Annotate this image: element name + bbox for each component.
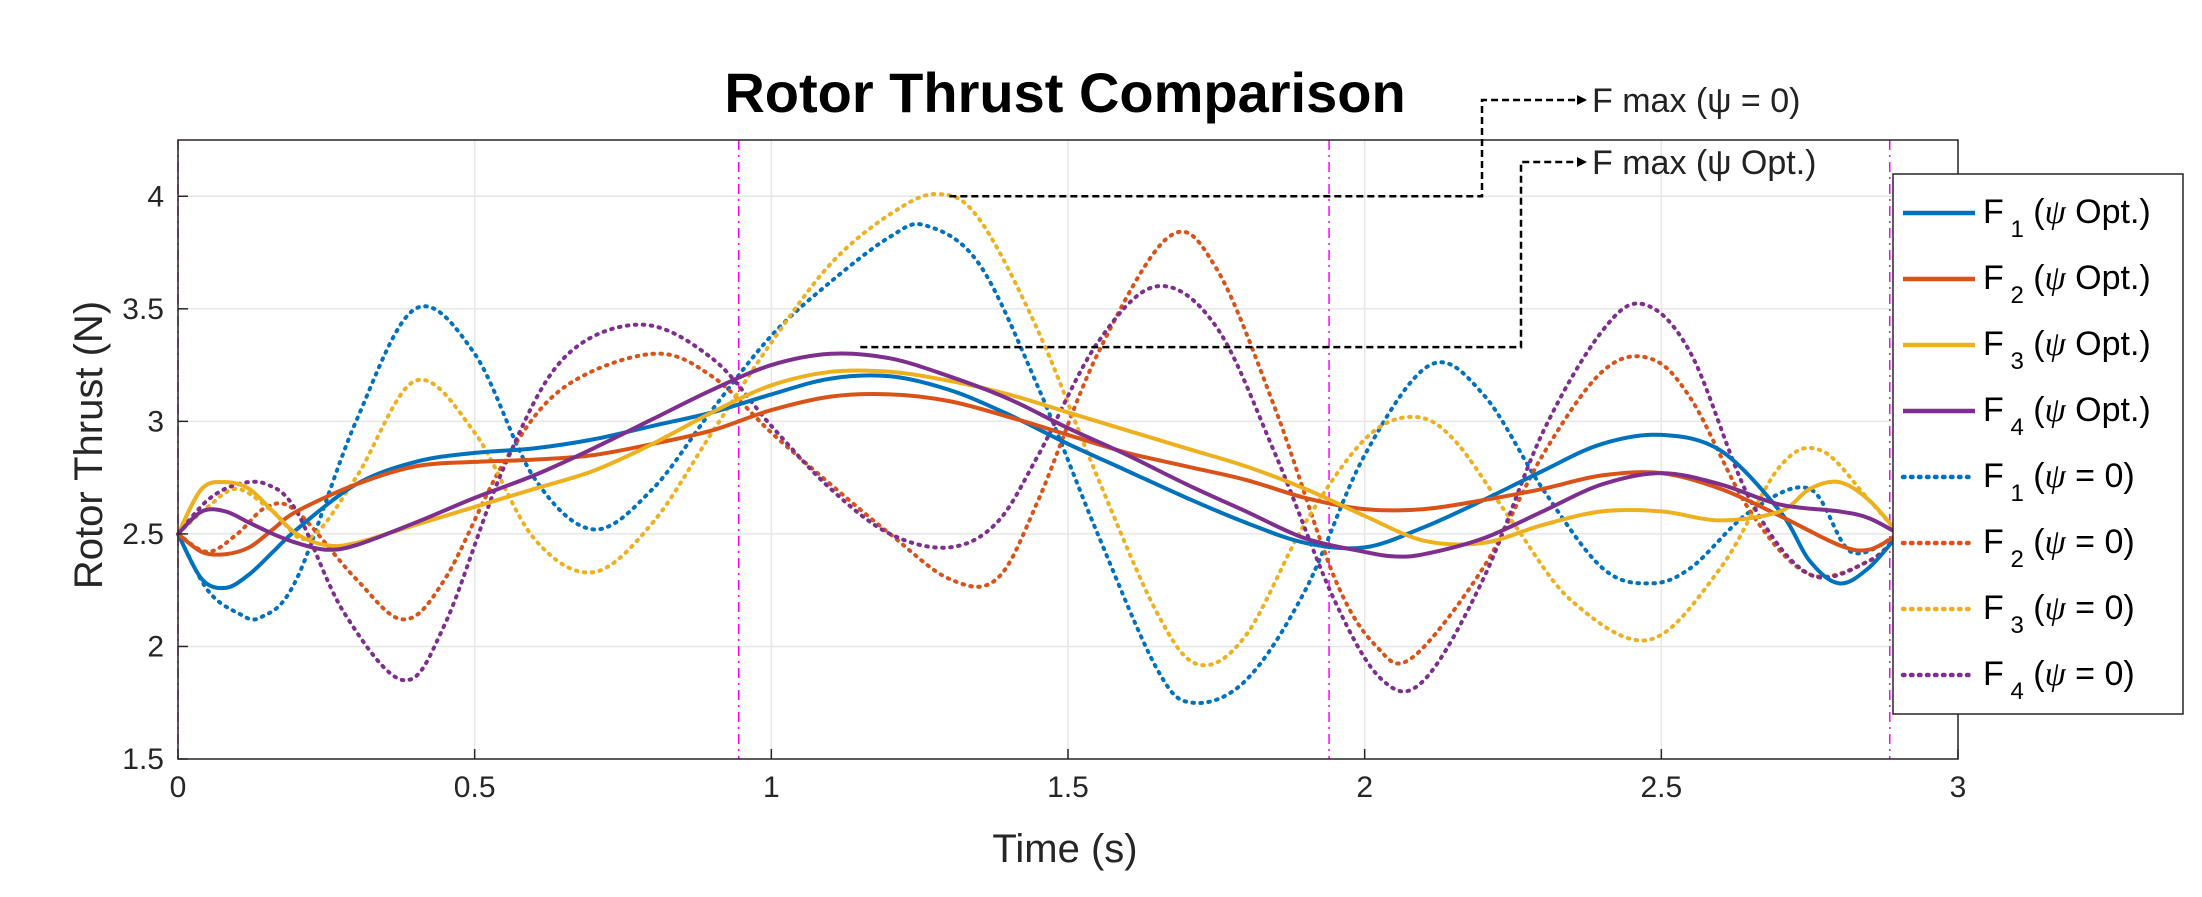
annotation-label-2: F max (ψ Opt.) [1592, 144, 1816, 182]
legend: F 1 (ψ Opt.) F 2 (ψ Opt.) F 3 (ψ Opt.) F 4 … [1892, 173, 2184, 715]
legend-box [1892, 173, 2184, 715]
annotations: F max (ψ = 0) F max (ψ Opt.) [860, 82, 1816, 349]
y-tick-label: 4 [147, 180, 164, 213]
legend-label-3: F 3 (ψ Opt.) [1983, 325, 2151, 375]
x-tick-label: 2.5 [1640, 771, 1682, 804]
x-tick-label: 3 [1950, 771, 1967, 804]
x-tick-label: 1.5 [1047, 771, 1089, 804]
y-tick-label: 3.5 [122, 293, 164, 326]
x-tick-label: 2 [1356, 771, 1373, 804]
legend-label-4: F 4 (ψ Opt.) [1983, 391, 2151, 441]
legend-label-6: F 2 (ψ = 0) [1983, 523, 2135, 573]
y-axis-label: Rotor Thrust (N) [67, 301, 111, 589]
series-line-4 [176, 351, 1900, 559]
y-tick-label: 1.5 [122, 743, 164, 776]
series-line-2 [176, 392, 1900, 557]
series-line-6 [176, 229, 1901, 666]
x-tick-label: 1 [763, 771, 780, 804]
series-line-5 [176, 222, 1901, 706]
y-tick-label: 3 [147, 405, 164, 438]
annotation-leader-1 [949, 95, 1587, 198]
legend-label-1: F 1 (ψ Opt.) [1983, 193, 2151, 243]
legend-label-2: F 2 (ψ Opt.) [1983, 259, 2151, 309]
series-lines [176, 191, 1901, 706]
y-tick-label: 2 [147, 630, 164, 663]
legend-label-8: F 4 (ψ = 0) [1983, 655, 2135, 705]
series-line-7 [176, 191, 1901, 668]
x-tick-label: 0.5 [454, 771, 496, 804]
x-tick-label: 0 [170, 771, 187, 804]
x-axis-label: Time (s) [992, 827, 1137, 871]
annotation-leader-2 [860, 157, 1587, 349]
legend-label-7: F 3 (ψ = 0) [1983, 589, 2135, 639]
y-tick-label: 2.5 [122, 518, 164, 551]
legend-label-5: F 1 (ψ = 0) [1983, 457, 2135, 507]
series-line-8 [176, 284, 1901, 694]
annotation-label-1: F max (ψ = 0) [1592, 82, 1800, 120]
chart-title: Rotor Thrust Comparison [724, 61, 1405, 124]
axis-ticks: 0 0.5 1 1.5 2 2.5 3 1.5 2 2.5 3 3.5 4 [122, 180, 1966, 804]
